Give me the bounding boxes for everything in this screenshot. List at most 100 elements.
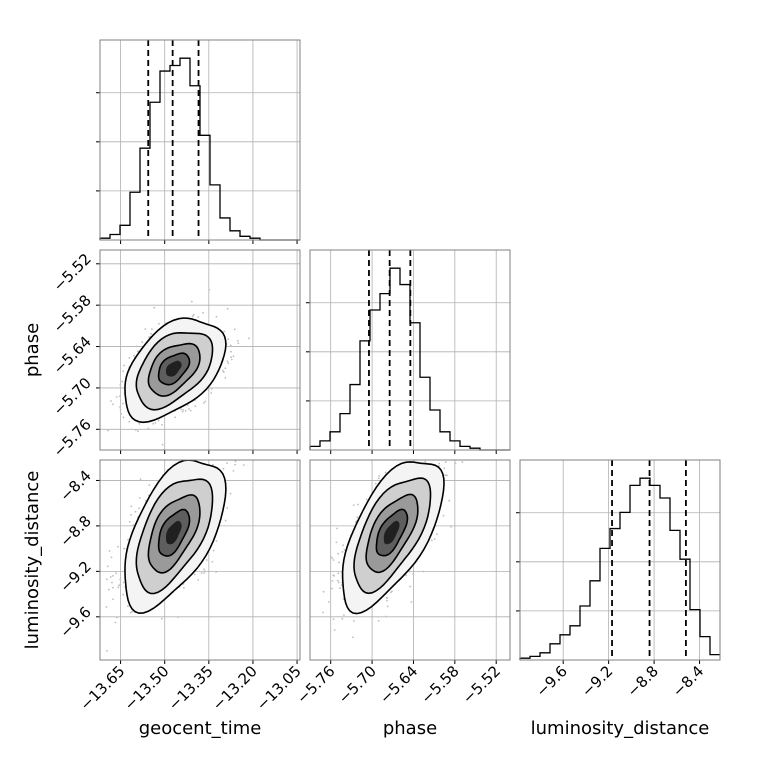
y-tick-label-phase: −5.70 [50,374,95,419]
scatter-point [333,629,336,631]
panel-joint-phase-luminosity_distance [309,455,511,664]
panel-frame [519,459,721,661]
scatter-point [112,575,114,577]
x-tick-label-geocent_time: −13.35 [165,662,217,714]
scatter-point [354,521,357,523]
x-tick-label-phase: −5.76 [293,662,338,707]
scatter-point [181,458,183,460]
scatter-point [136,350,139,353]
scatter-point [204,455,206,457]
scatter-point [135,345,138,348]
x-tick-label-geocent_time: −13.50 [121,662,173,714]
x-tick-label-phase: −5.52 [459,662,504,707]
panel-joint-geocent_time-luminosity_distance [96,454,301,664]
scatter-point [224,367,227,370]
scatter-point [194,405,197,407]
scatter-point [232,470,235,472]
contour-line-3 [375,508,409,557]
scatter-point [450,525,452,528]
scatter-point [193,573,196,576]
contour-line-1 [353,477,432,595]
scatter-point [119,384,122,386]
scatter-point [106,650,108,652]
scatter-point [138,497,141,499]
scatter-point [182,409,185,411]
scatter-point [114,621,117,624]
x-axis-title-phase: phase [383,718,437,739]
scatter-point [340,584,343,587]
scatter-point [331,557,334,559]
scatter-point [108,550,111,552]
scatter-point [161,443,164,446]
scatter-point [117,586,120,589]
scatter-point [448,499,451,502]
scatter-point [121,380,123,383]
y-tick-label-phase: −5.76 [50,415,95,460]
scatter-point [181,410,184,413]
scatter-point [405,574,407,577]
scatter-point [386,597,389,599]
scatter-point [192,313,195,316]
scatter-point [203,402,205,404]
scatter-point [378,477,380,480]
scatter-point [227,338,230,340]
panel-hist-luminosity_distance [516,459,721,664]
scatter-point [385,615,387,618]
scatter-point [130,514,132,516]
scatter-point [180,408,183,411]
scatter-point [337,572,340,575]
scatter-point [106,578,108,581]
scatter-point [147,427,150,430]
contour-line-2 [365,493,419,574]
scatter-point [110,400,112,402]
scatter-point [211,560,214,563]
joint-content [105,454,245,652]
scatter-point [430,539,433,542]
scatter-point [342,544,344,547]
contour-line-0 [124,317,227,424]
scatter-point [337,552,340,555]
x-axis-title-luminosity_distance: luminosity_distance [531,718,710,739]
scatter-point [222,467,225,470]
scatter-point [330,555,332,558]
scatter-point [377,619,380,622]
density-level-4 [166,520,182,545]
scatter-point [336,527,338,530]
scatter-point [424,460,427,463]
scatter-point [341,551,344,553]
scatter-point [186,404,189,407]
scatter-point [122,416,125,419]
scatter-point [432,455,434,457]
scatter-point [337,581,340,584]
scatter-point [127,538,129,541]
scatter-point [112,586,114,589]
y-tick-label-phase: −5.64 [50,333,95,378]
scatter-point [137,430,139,433]
scatter-point [357,503,359,506]
contour-line-3 [157,508,191,557]
x-tick-label-phase: −5.64 [376,662,421,707]
scatter-point [208,289,211,291]
joint-content [322,455,464,639]
y-axis-title-luminosity_distance: luminosity_distance [22,471,43,650]
scatter-point [227,362,230,364]
joint-content [107,289,250,446]
scatter-point [177,616,179,618]
panel-frame [309,459,511,661]
y-tick-label-luminosity_distance: −9.2 [56,557,94,595]
panel-frame [99,249,301,451]
scatter-point [120,412,123,415]
scatter-point [127,605,129,608]
scatter-point [115,396,118,398]
contour-line-2 [147,342,201,397]
scatter-point [189,409,192,412]
scatter-point [122,593,125,596]
scatter-point [130,505,133,508]
scatter-point [233,454,235,456]
x-axis-title-geocent_time: geocent_time [139,718,262,739]
scatter-point [223,330,226,333]
scatter-point [229,492,232,495]
scatter-point [222,369,224,372]
scatter-point [110,576,112,578]
scatter-point [112,598,114,601]
